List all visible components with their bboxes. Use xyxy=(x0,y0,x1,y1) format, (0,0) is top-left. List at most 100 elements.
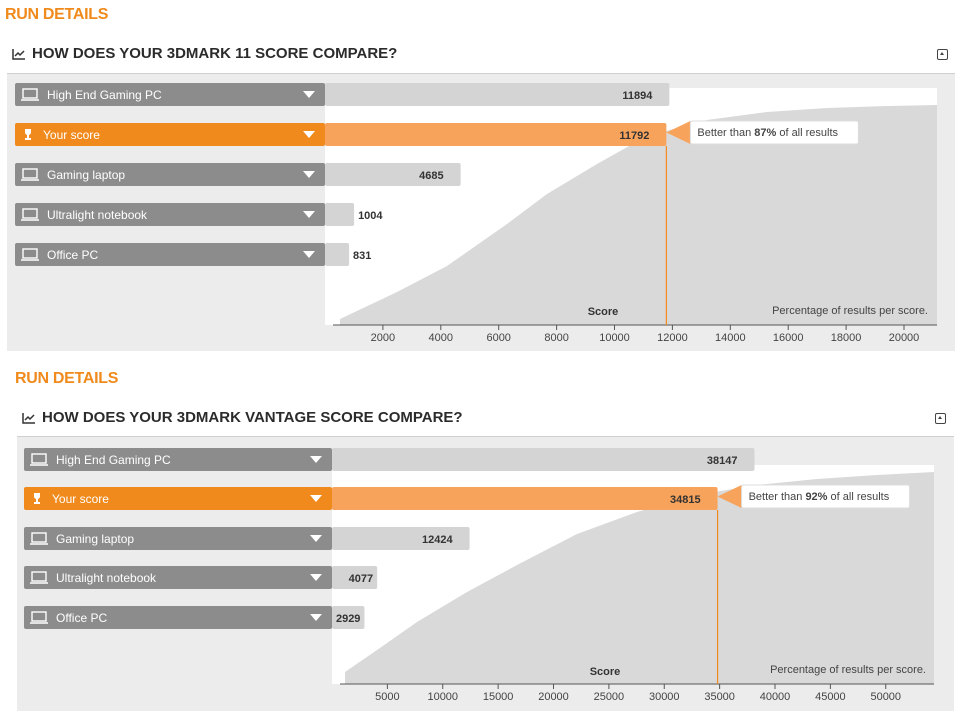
percentile-text: Better than 87% of all results xyxy=(697,127,838,139)
x-tick-label: 8000 xyxy=(544,332,568,344)
laptop-icon xyxy=(31,611,47,622)
score-comparison-chart: 5000 10000 15000 20000 25000 30000 35000 40000 4… xyxy=(24,448,934,703)
bar-category-label: High End Gaming PC xyxy=(56,453,171,467)
chevron-down-icon xyxy=(303,131,315,138)
bar-category-label: Your score xyxy=(43,128,100,142)
bar-your-score xyxy=(325,123,667,146)
x-tick-label: 2000 xyxy=(371,332,395,344)
x-tick-label: 18000 xyxy=(831,332,862,344)
bar-category-label: Office PC xyxy=(56,611,107,625)
compare-panel: 2000 4000 6000 8000 10000 12000 14000 16000 1800… xyxy=(7,73,955,351)
bar-category-label: Office PC xyxy=(47,248,98,262)
compare-heading: HOW DOES YOUR 3DMARK 11 SCORE COMPARE? xyxy=(32,45,398,62)
laptop-icon xyxy=(31,571,47,582)
laptop-icon xyxy=(31,453,47,464)
bar-label-box-high-end-gaming-pc xyxy=(24,448,332,471)
x-tick-label: 50000 xyxy=(870,691,901,703)
bar-value-label: 34815 xyxy=(670,494,701,506)
run-details-title: RUN DETAILS xyxy=(15,370,119,387)
bar-high-end-gaming-pc xyxy=(325,83,670,106)
bar-value-label: 831 xyxy=(353,250,371,262)
trophy-icon xyxy=(24,129,32,140)
bar-your-score xyxy=(332,487,718,510)
percentile-callout xyxy=(689,120,859,145)
x-tick-label: 10000 xyxy=(599,332,630,344)
bar-category-label: Gaming laptop xyxy=(56,532,134,546)
compare-heading-row: HOW DOES YOUR 3DMARK VANTAGE SCORE COMPA… xyxy=(22,409,463,426)
x-tick-label: 40000 xyxy=(760,691,791,703)
bar-high-end-gaming-pc xyxy=(332,448,755,471)
collapse-button[interactable] xyxy=(935,413,946,424)
x-tick-label: 15000 xyxy=(483,691,514,703)
x-tick-label: 16000 xyxy=(773,332,804,344)
bar-office-pc xyxy=(332,606,365,629)
laptop-icon xyxy=(31,532,47,543)
distribution-label: Percentage of results per score. xyxy=(772,305,928,317)
run-details-section-2: RUN DETAILS HOW DOES YOUR 3DMARK VANTAGE… xyxy=(0,362,960,718)
x-tick-label: 35000 xyxy=(704,691,735,703)
x-tick-label: 6000 xyxy=(486,332,510,344)
x-tick-label: 10000 xyxy=(427,691,458,703)
bar-value-label: 12424 xyxy=(422,534,453,546)
chevron-down-icon xyxy=(310,574,322,581)
percentile-text: Better than 92% of all results xyxy=(749,491,890,503)
bar-label-box-gaming-laptop xyxy=(15,163,325,186)
bar-category-label: Ultralight notebook xyxy=(56,571,157,585)
line-chart-icon xyxy=(22,412,35,424)
percentile-callout xyxy=(741,484,911,509)
x-tick-label: 20000 xyxy=(889,332,920,344)
bar-value-label: 1004 xyxy=(358,210,383,222)
compare-heading-row: HOW DOES YOUR 3DMARK 11 SCORE COMPARE? xyxy=(12,45,397,62)
bar-category-label: High End Gaming PC xyxy=(47,88,162,102)
bar-label-box-office-pc xyxy=(15,243,325,266)
chevron-down-icon xyxy=(303,91,315,98)
laptop-icon xyxy=(22,88,38,99)
compare-panel: 5000 10000 15000 20000 25000 30000 35000 40000 4… xyxy=(17,436,954,711)
trophy-icon xyxy=(33,493,41,504)
callout-pointer xyxy=(666,121,691,144)
x-axis-label: Score xyxy=(590,666,621,678)
bar-gaming-laptop xyxy=(332,527,470,550)
distribution-curve xyxy=(340,105,937,325)
bar-ultralight-notebook xyxy=(325,203,355,226)
bar-ultralight-notebook xyxy=(332,566,378,589)
callout-pointer xyxy=(717,485,742,508)
bar-category-label: Gaming laptop xyxy=(47,168,125,182)
x-axis-label: Score xyxy=(588,306,619,318)
bar-label-box-your-score xyxy=(24,487,332,510)
x-tick-label: 5000 xyxy=(375,691,399,703)
distribution-label: Percentage of results per score. xyxy=(770,664,926,676)
bar-value-label: 4077 xyxy=(349,573,373,585)
bar-label-box-ultralight-notebook xyxy=(15,203,325,226)
bar-value-label: 2929 xyxy=(336,613,360,625)
run-details-title: RUN DETAILS xyxy=(5,6,109,23)
bar-value-label: 11894 xyxy=(622,90,653,102)
bar-label-box-your-score xyxy=(15,123,325,146)
line-chart-icon xyxy=(12,48,25,60)
bar-label-box-high-end-gaming-pc xyxy=(15,83,325,106)
chevron-down-icon xyxy=(303,211,315,218)
bar-gaming-laptop xyxy=(325,163,461,186)
bar-label-box-gaming-laptop xyxy=(24,527,332,550)
bar-label-box-ultralight-notebook xyxy=(24,566,332,589)
collapse-button[interactable] xyxy=(937,49,948,60)
x-tick-label: 30000 xyxy=(649,691,680,703)
run-details-section-1: RUN DETAILS HOW DOES YOUR 3DMARK 11 SCOR… xyxy=(0,0,960,356)
bar-value-label: 4685 xyxy=(419,170,443,182)
x-tick-label: 20000 xyxy=(538,691,569,703)
score-comparison-chart: 2000 4000 6000 8000 10000 12000 14000 16000 1800… xyxy=(15,83,937,344)
chevron-down-icon xyxy=(310,535,322,542)
bar-office-pc xyxy=(325,243,350,266)
bar-value-label: 11792 xyxy=(619,130,649,142)
x-tick-label: 25000 xyxy=(594,691,625,703)
chevron-down-icon xyxy=(310,456,322,463)
x-tick-label: 45000 xyxy=(815,691,846,703)
bar-category-label: Your score xyxy=(52,492,109,506)
laptop-icon xyxy=(22,248,38,259)
laptop-icon xyxy=(22,208,38,219)
bar-label-box-office-pc xyxy=(24,606,332,629)
compare-heading: HOW DOES YOUR 3DMARK VANTAGE SCORE COMPA… xyxy=(42,409,463,426)
x-tick-label: 12000 xyxy=(657,332,688,344)
chevron-down-icon xyxy=(303,171,315,178)
chevron-down-icon xyxy=(310,614,322,621)
